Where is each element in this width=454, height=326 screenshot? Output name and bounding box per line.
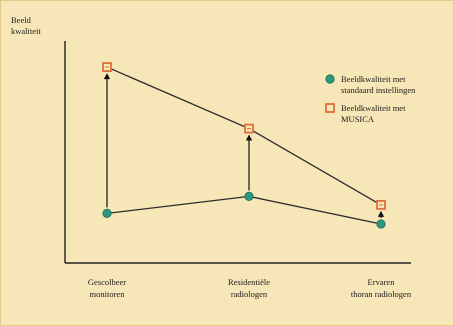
legend-marker-standaard [325, 74, 335, 84]
legend-label: Beeldkwaliteit met [341, 74, 406, 84]
improvement-arrows [103, 73, 385, 218]
legend-label: standaard instellingen [341, 85, 416, 95]
point-standaard [244, 191, 254, 201]
legend-marker-musica [325, 103, 335, 113]
point-standaard [102, 208, 112, 218]
data-points [102, 62, 386, 229]
x-tick-label: Residentiële [228, 277, 270, 287]
legend-label: MUSICA [341, 114, 375, 124]
arrow-head [377, 210, 385, 217]
arrow-head [245, 134, 253, 141]
x-tick-label: Gescolbeer [88, 277, 126, 287]
x-tick-label: Ervaren [368, 277, 396, 287]
series-line-1 [106, 66, 382, 206]
series-line-0 [106, 195, 382, 225]
y-axis-label-line: Beeld [11, 15, 32, 25]
arrow-head [103, 73, 111, 80]
x-tick-labels: Gescolbeer monitoren Residentiële radiologe… [88, 277, 412, 299]
point-standaard [376, 219, 386, 229]
x-tick-label: radiologen [231, 289, 268, 299]
y-axis-label: Beeldkwaliteit [11, 15, 41, 36]
axes [64, 41, 411, 264]
y-axis-label-line: kwaliteit [11, 26, 41, 36]
legend-label: Beeldkwaliteit met [341, 103, 406, 113]
x-tick-label: monitoren [90, 289, 126, 299]
series-lines [106, 66, 382, 225]
x-tick-label: thoran radiologen [351, 289, 412, 299]
